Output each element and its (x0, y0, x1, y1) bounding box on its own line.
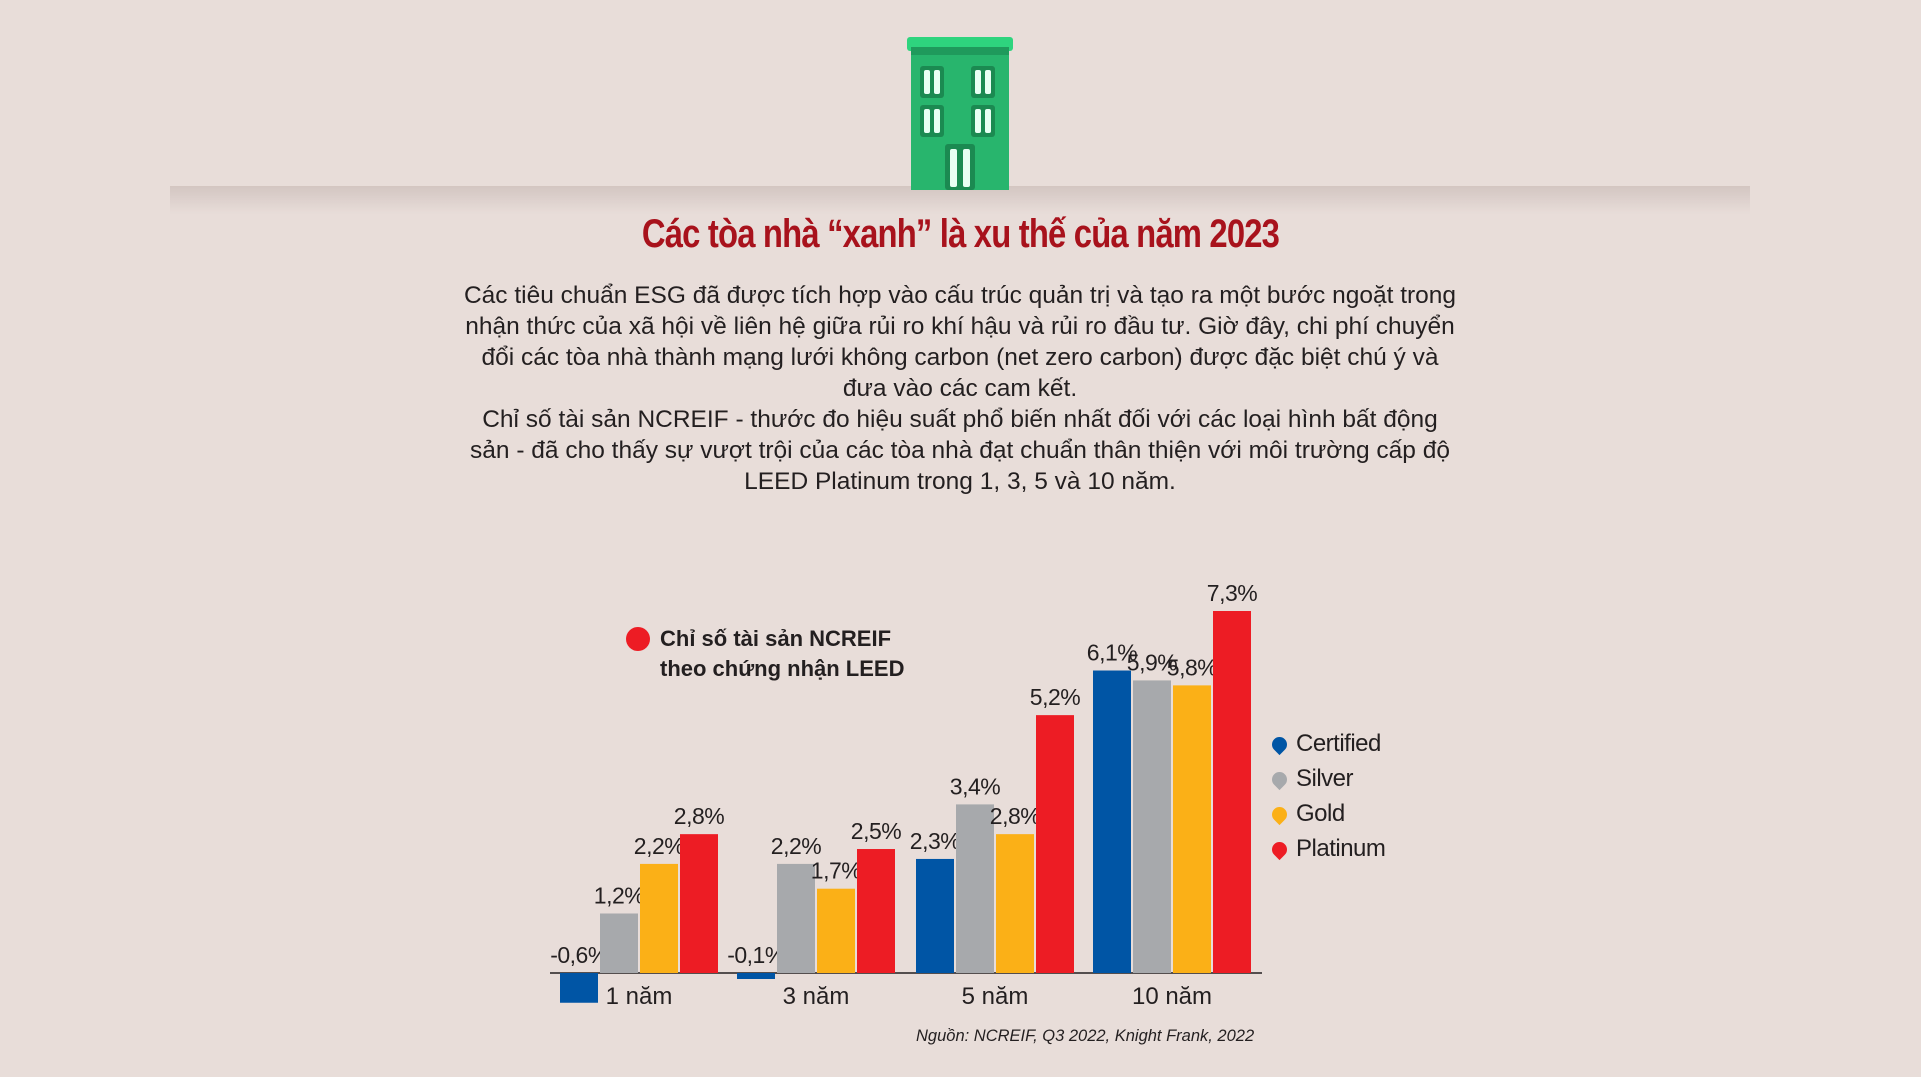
bar-silver-3 (956, 804, 994, 973)
bar-platinum-4 (1213, 611, 1251, 973)
bar-certified-3 (916, 858, 954, 973)
bar-platinum-3 (1036, 715, 1074, 973)
chart-note-line-1: Chỉ số tài sản NCREIF (660, 626, 892, 651)
value-label-certified-4: 6,1% (1087, 640, 1137, 666)
bar-certified-4 (1093, 670, 1131, 973)
green-building-icon (907, 37, 1013, 190)
value-label-gold-3: 2,8% (990, 803, 1040, 829)
bar-platinum-2 (857, 849, 895, 973)
value-label-platinum-3: 5,2% (1030, 684, 1080, 710)
x-tick-label-1: 1 năm (606, 983, 673, 1010)
chart-note-line-2: theo chứng nhận LEED (660, 656, 905, 681)
value-label-silver-4: 5,9% (1127, 649, 1177, 675)
value-label-platinum-2: 2,5% (851, 818, 901, 844)
bar-gold-4 (1173, 685, 1211, 973)
x-tick-label-2: 3 năm (783, 983, 850, 1010)
value-label-silver-1: 1,2% (594, 882, 644, 908)
bar-gold-2 (817, 888, 855, 973)
value-label-gold-1: 2,2% (634, 833, 684, 859)
value-label-silver-2: 2,2% (771, 833, 821, 859)
legend-label-certified: Certified (1296, 730, 1381, 757)
red-dot-icon (626, 627, 650, 651)
value-label-certified-1: -0,6% (550, 942, 608, 968)
legend-label-platinum: Platinum (1296, 835, 1386, 862)
value-label-platinum-1: 2,8% (674, 803, 724, 829)
bar-gold-3 (996, 834, 1034, 973)
bar-platinum-1 (680, 834, 718, 973)
x-tick-label-3: 5 năm (962, 983, 1029, 1010)
value-label-platinum-4: 7,3% (1207, 580, 1257, 606)
bar-silver-4 (1133, 680, 1171, 973)
description: Các tiêu chuẩn ESG đã được tích hợp vào … (460, 280, 1460, 497)
source-note: Nguồn: NCREIF, Q3 2022, Knight Frank, 20… (916, 1027, 1255, 1045)
bar-certified-2 (737, 973, 775, 979)
x-tick-label-4: 10 năm (1132, 983, 1212, 1010)
value-label-silver-3: 3,4% (950, 773, 1000, 799)
page-title: Các tòa nhà “xanh” là xu thế của năm 202… (641, 212, 1280, 256)
bar-certified-1 (560, 973, 598, 1003)
description-paragraph-2: Chỉ số tài sản NCREIF - thước đo hiệu su… (470, 406, 1450, 495)
description-paragraph-1: Các tiêu chuẩn ESG đã được tích hợp vào … (463, 282, 1457, 402)
legend-label-gold: Gold (1296, 800, 1345, 827)
value-label-gold-2: 1,7% (811, 858, 861, 884)
value-label-gold-4: 5,8% (1167, 654, 1217, 680)
value-label-certified-3: 2,3% (910, 828, 960, 854)
legend-label-silver: Silver (1296, 765, 1354, 792)
bar-silver-2 (777, 863, 815, 973)
bar-silver-1 (600, 913, 638, 973)
bar-gold-1 (640, 863, 678, 973)
value-label-certified-2: -0,1% (727, 942, 785, 968)
